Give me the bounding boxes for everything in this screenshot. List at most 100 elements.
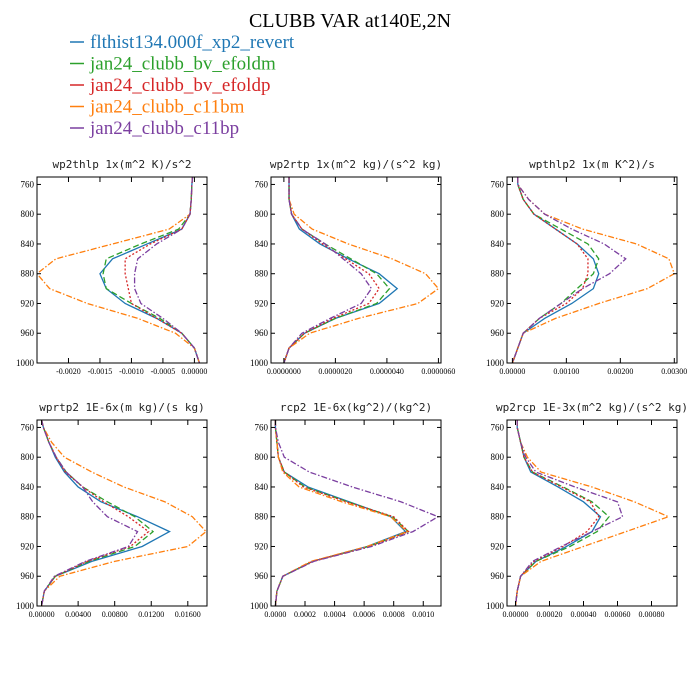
- x-tick-label: 0.00200: [607, 367, 633, 376]
- y-tick-label: 1000: [250, 601, 269, 611]
- chart-panel: wp2rtp 1x(m^2 kg)/(s^2 kg)760 800 840 880 92…: [250, 158, 455, 376]
- series-group: [40, 420, 207, 606]
- x-tick-label: 0.01200: [138, 610, 164, 619]
- x-tick-label: -0.0005: [151, 367, 176, 376]
- x-tick-label: 0.00080: [639, 610, 665, 619]
- y-tick-label: 920: [21, 541, 35, 551]
- series-line: [511, 177, 600, 363]
- chart-panel: wp2rcp 1E-3x(m^2 kg)/(s^2 kg) 760 800 840 88…: [486, 401, 688, 619]
- legend-label: jan24_clubb_c11bp: [89, 118, 239, 139]
- y-tick-label: 840: [255, 482, 269, 492]
- x-tick-label: 0.00040: [571, 610, 597, 619]
- legend: flthist134.000f_xp2_revert jan24_clubb_bv…: [70, 32, 295, 139]
- panel-title: wp2rtp 1x(m^2 kg)/(s^2 kg): [270, 158, 442, 171]
- x-tick-label: 0.0000060: [421, 367, 455, 376]
- series-line: [274, 420, 410, 606]
- x-tick-label: 0.00800: [102, 610, 128, 619]
- y-tick-label: 760: [21, 179, 35, 189]
- y-tick-label: 880: [491, 269, 505, 279]
- x-tick-label: 0.00020: [537, 610, 563, 619]
- x-tick-label: 0.0000020: [318, 367, 352, 376]
- series-group: [514, 420, 671, 606]
- series-line: [274, 420, 409, 606]
- chart-panel: wpthlp2 1x(m K^2)/s 760 800 840 880 920 960 100…: [486, 158, 687, 376]
- series-line: [283, 177, 380, 363]
- y-tick-label: 800: [491, 452, 505, 462]
- x-tick-label: 0.00100: [553, 367, 579, 376]
- y-tick-label: 960: [491, 328, 505, 338]
- series-line: [514, 420, 624, 606]
- panel-title: rcp2 1E-6x(kg^2)/(kg^2): [280, 401, 432, 414]
- x-tick-label: 0.0000040: [370, 367, 404, 376]
- y-tick-label: 800: [491, 209, 505, 219]
- plot-frame: [270, 176, 442, 364]
- series-line: [511, 177, 600, 363]
- x-tick-label: -0.0020: [56, 367, 81, 376]
- series-group: [274, 420, 440, 606]
- series-line: [274, 420, 440, 606]
- y-tick-label: 960: [21, 328, 35, 338]
- y-tick-label: 800: [255, 452, 269, 462]
- plot-frame: [270, 419, 442, 607]
- chart-panel: rcp2 1E-6x(kg^2)/(kg^2) 760 800 840 880 920 96…: [250, 401, 442, 619]
- y-tick-label: 880: [21, 269, 35, 279]
- series-line: [274, 420, 410, 606]
- x-tick-label: 0.00300: [661, 367, 687, 376]
- y-tick-label: 760: [491, 422, 505, 432]
- x-tick-label: 0.00000: [499, 367, 525, 376]
- series-line: [37, 177, 201, 363]
- series-line: [40, 420, 171, 606]
- series-line: [514, 420, 600, 606]
- x-tick-label: 0.0002: [294, 610, 316, 619]
- series-line: [124, 177, 201, 363]
- panel-title: wpthlp2 1x(m K^2)/s: [529, 158, 655, 171]
- x-tick-label: 0.0000000: [267, 367, 301, 376]
- plot-frame: [36, 419, 208, 607]
- figure-title: CLUBB VAR at140E,2N: [249, 10, 451, 32]
- x-tick-label: 0.0000: [264, 610, 286, 619]
- y-tick-label: 840: [255, 239, 269, 249]
- y-tick-label: 840: [491, 239, 505, 249]
- x-tick-label: -0.0010: [119, 367, 144, 376]
- x-tick-label: 0.01600: [175, 610, 201, 619]
- series-line: [283, 177, 373, 363]
- y-tick-label: 920: [255, 541, 269, 551]
- y-tick-label: 960: [255, 571, 269, 581]
- y-tick-label: 840: [21, 482, 35, 492]
- series-line: [514, 420, 610, 606]
- series-line: [511, 177, 627, 363]
- y-tick-label: 760: [255, 179, 269, 189]
- x-tick-label: 0.00000: [29, 610, 55, 619]
- y-tick-label: 1000: [486, 358, 505, 368]
- y-tick-label: 920: [491, 541, 505, 551]
- y-tick-label: 960: [21, 571, 35, 581]
- x-tick-label: 0.0004: [324, 610, 346, 619]
- y-tick-label: 920: [21, 298, 35, 308]
- series-line: [40, 420, 207, 606]
- y-tick-label: 960: [255, 328, 269, 338]
- x-tick-label: 0.0008: [383, 610, 405, 619]
- panel-title: wprtp2 1E-6x(m kg)/(s kg): [39, 401, 205, 414]
- x-tick-label: 0.0010: [412, 610, 434, 619]
- y-tick-label: 1000: [250, 358, 269, 368]
- series-line: [40, 420, 155, 606]
- y-tick-label: 1000: [16, 601, 35, 611]
- y-tick-label: 800: [21, 452, 35, 462]
- y-tick-label: 960: [491, 571, 505, 581]
- chart-panel: wprtp2 1E-6x(m kg)/(s kg) 760 800 840 880 920…: [16, 401, 208, 619]
- y-tick-label: 880: [491, 512, 505, 522]
- y-tick-label: 760: [255, 422, 269, 432]
- legend-label: jan24_clubb_bv_efoldp: [89, 75, 270, 96]
- y-tick-label: 760: [491, 179, 505, 189]
- panel-title: wp2thlp 1x(m^2 K)/s^2: [52, 158, 191, 171]
- y-tick-label: 880: [21, 512, 35, 522]
- x-tick-label: 0.00060: [605, 610, 631, 619]
- y-tick-label: 840: [21, 239, 35, 249]
- plot-frame: [506, 419, 678, 607]
- series-line: [514, 420, 602, 606]
- legend-label: flthist134.000f_xp2_revert: [90, 32, 295, 53]
- series-line: [511, 177, 589, 363]
- series-line: [102, 177, 201, 363]
- plot-frame: [36, 176, 208, 364]
- series-line: [40, 420, 139, 606]
